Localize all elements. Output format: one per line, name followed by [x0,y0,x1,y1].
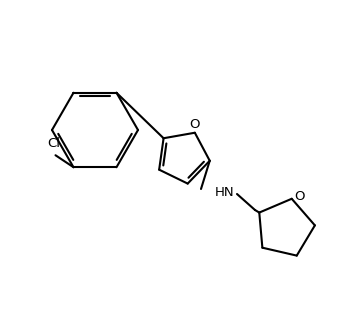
Text: Cl: Cl [47,137,60,150]
Text: HN: HN [215,187,235,199]
Text: O: O [294,190,305,203]
Text: O: O [190,118,200,131]
